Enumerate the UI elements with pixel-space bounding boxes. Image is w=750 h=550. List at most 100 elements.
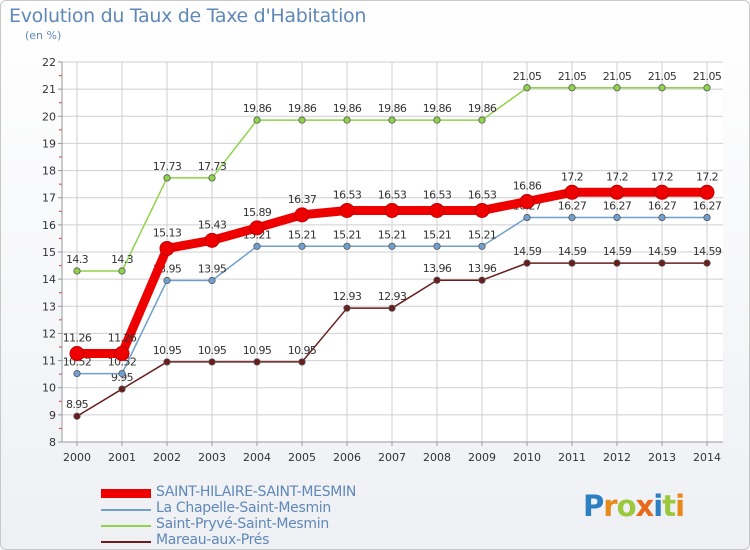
data-point: [118, 267, 126, 275]
x-tick-label: 2009: [468, 451, 496, 464]
data-label: 14.3: [66, 253, 89, 266]
y-tick-label: 18: [42, 165, 56, 178]
y-tick-label: 13: [42, 300, 56, 313]
data-point: [613, 259, 621, 267]
data-point: [294, 207, 310, 223]
logo-letter: i: [653, 489, 663, 523]
data-point: [339, 202, 355, 218]
data-point: [654, 184, 670, 200]
data-label: 21.05: [693, 70, 722, 83]
legend-label-mareau: Mareau-aux-Prés: [156, 532, 270, 548]
x-tick-label: 2012: [603, 451, 631, 464]
data-label: 10.52: [108, 356, 137, 369]
data-label: 16.86: [513, 180, 542, 193]
data-label: 21.05: [603, 70, 632, 83]
y-tick-label: 22: [42, 56, 56, 69]
data-label: 8.95: [66, 398, 89, 411]
data-label: 19.86: [468, 102, 497, 115]
data-point: [609, 184, 625, 200]
data-point: [478, 242, 486, 250]
data-point: [249, 220, 265, 236]
x-tick-label: 2007: [378, 451, 406, 464]
data-point: [564, 184, 580, 200]
y-tick-label: 20: [42, 110, 56, 123]
data-point: [478, 276, 486, 284]
data-label: 15.21: [333, 228, 362, 241]
data-point: [298, 116, 306, 124]
data-label: 17.73: [153, 160, 182, 173]
data-point: [613, 84, 621, 92]
x-tick-label: 2005: [288, 451, 316, 464]
data-label: 12.93: [378, 290, 407, 303]
y-tick-label: 17: [42, 192, 56, 205]
y-tick-label: 14: [42, 273, 56, 286]
data-label: 15.43: [198, 218, 227, 231]
data-point: [474, 202, 490, 218]
data-label: 19.86: [243, 102, 272, 115]
legend-label-saint-pryve: Saint-Pryvé-Saint-Mesmin: [156, 516, 329, 532]
data-point: [568, 84, 576, 92]
x-tick-label: 2013: [648, 451, 676, 464]
x-tick-label: 2002: [153, 451, 181, 464]
data-point: [429, 202, 445, 218]
x-tick-label: 2004: [243, 451, 271, 464]
x-tick-label: 2003: [198, 451, 226, 464]
x-tick-label: 2001: [108, 451, 136, 464]
data-point: [433, 242, 441, 250]
data-point: [208, 276, 216, 285]
legend-swatch-mareau: [101, 541, 151, 543]
legend-swatch-saint-pryve: [101, 525, 151, 527]
data-point: [73, 267, 81, 275]
data-label: 15.21: [288, 228, 317, 241]
logo-letter: P: [583, 489, 604, 523]
chart-title: Evolution du Taux de Taxe d'Habitation: [9, 5, 367, 27]
data-point: [253, 116, 261, 124]
data-label: 15.13: [153, 226, 182, 239]
y-tick-label: 10: [42, 382, 56, 395]
data-point: [73, 369, 81, 378]
data-label: 11.26: [63, 332, 92, 345]
data-label: 14.59: [558, 245, 587, 258]
data-label: 15.21: [468, 228, 497, 241]
y-tick-label: 8: [49, 436, 56, 449]
data-point: [658, 259, 666, 267]
data-point: [523, 213, 531, 222]
data-point: [343, 242, 351, 250]
data-point: [118, 369, 126, 378]
data-label: 17.2: [696, 170, 718, 183]
data-label: 16.53: [423, 188, 452, 201]
data-point: [523, 84, 531, 92]
data-point: [208, 358, 216, 366]
data-label: 16.53: [468, 188, 497, 201]
data-point: [69, 346, 85, 362]
x-tick-label: 2010: [513, 451, 541, 464]
y-tick-label: 16: [42, 219, 56, 232]
y-tick-label: 9: [49, 409, 56, 422]
data-point: [204, 232, 220, 248]
logo-letter: t: [662, 489, 676, 523]
data-point: [298, 358, 306, 366]
data-label: 16.27: [558, 200, 587, 213]
data-point: [658, 213, 666, 222]
x-tick-label: 2011: [558, 451, 586, 464]
data-label: 17.2: [606, 170, 628, 183]
data-point: [114, 346, 130, 362]
data-label: 15.89: [243, 206, 272, 219]
data-point: [658, 84, 666, 92]
data-point: [519, 194, 535, 210]
data-label: 10.95: [198, 344, 227, 357]
legend-label-la-chapelle: La Chapelle-Saint-Mesmin: [156, 500, 331, 516]
data-label: 13.96: [468, 262, 497, 275]
data-point: [388, 116, 396, 124]
data-label: 16.27: [648, 200, 677, 213]
data-point: [253, 358, 261, 366]
data-point: [388, 242, 396, 250]
legend-swatch-la-chapelle: [101, 509, 151, 511]
data-label: 14.59: [603, 245, 632, 258]
legend-swatch-saint-hilaire: [101, 489, 151, 498]
data-label: 19.86: [378, 102, 407, 115]
data-label: 16.27: [603, 200, 632, 213]
x-tick-label: 2006: [333, 451, 361, 464]
